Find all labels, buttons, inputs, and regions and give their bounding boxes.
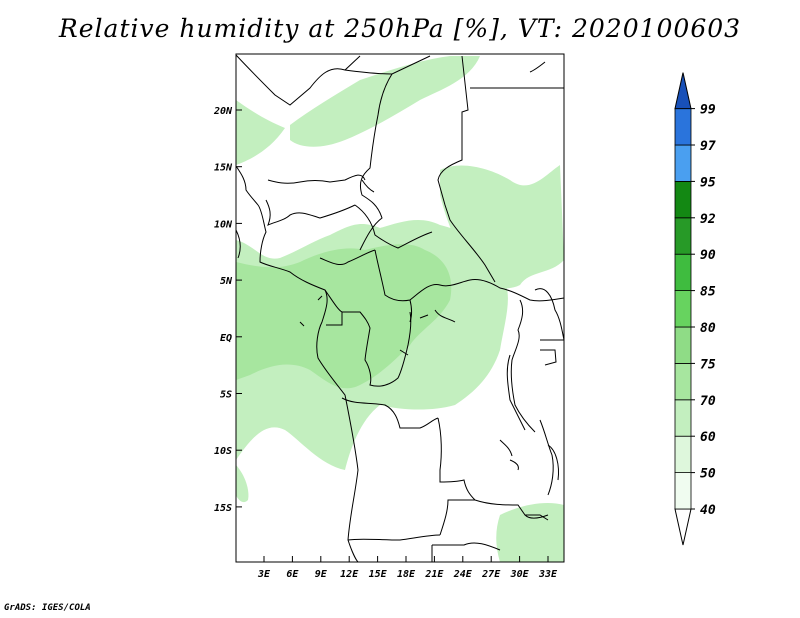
lat-tick-label: 10N: [214, 219, 233, 230]
country-borders: [236, 54, 564, 562]
map-frame: [235, 53, 565, 563]
colorbar-segment: [674, 435, 692, 474]
colorbar: 40 50 60 70 75 80 85 90 92 95 97 99: [674, 72, 716, 546]
colorbar-tick-label: 90: [700, 248, 716, 263]
lon-tick-label: 12E: [340, 569, 359, 580]
lon-tick-label: 30E: [510, 569, 530, 580]
lat-tick-label: 5S: [220, 390, 232, 401]
humidity-field: [236, 56, 564, 562]
lat-tick-label: 15N: [214, 163, 233, 174]
colorbar-tick-label: 50: [700, 467, 716, 482]
lon-tick-label: 21E: [424, 569, 444, 580]
latitude-axis: 20N 15N 10N 5N EQ 5S 10S 15S: [213, 106, 242, 514]
chart-title: Relative humidity at 250hPa [%], VT: 202…: [58, 14, 742, 43]
humidity-area-northwest: [236, 100, 285, 165]
lat-tick-label: 10S: [214, 446, 232, 457]
lon-tick-label: 3E: [257, 569, 271, 580]
lat-tick-label: 5N: [220, 276, 233, 287]
lon-tick-label: 27E: [481, 569, 501, 580]
colorbar-segment: [674, 290, 692, 328]
colorbar-segment: [674, 253, 692, 291]
lat-tick-label: 15S: [214, 503, 232, 514]
lon-tick-label: 33E: [538, 569, 558, 580]
lon-tick-label: 15E: [369, 569, 388, 580]
colorbar-tick-label: 95: [700, 175, 716, 190]
colorbar-lower-arrow: [674, 508, 692, 546]
colorbar-segment: [674, 180, 692, 219]
colorbar-tick-label: 97: [700, 139, 716, 154]
lon-tick-label: 9E: [315, 569, 328, 580]
colorbar-segment: [674, 217, 692, 255]
colorbar-segment: [674, 399, 692, 437]
colorbar-tick-label: 60: [700, 430, 716, 445]
humidity-area-north: [290, 56, 480, 147]
humidity-area-southeast: [496, 503, 564, 562]
longitude-axis: 3E 6E 9E 12E 15E 18E 21E 24E 27E 30E 33E: [257, 556, 558, 580]
colorbar-tick-label: 70: [700, 394, 716, 409]
colorbar-tick-label: 85: [700, 285, 716, 300]
colorbar-segment: [674, 362, 692, 401]
lon-tick-label: 6E: [286, 569, 299, 580]
humidity-area-east: [440, 165, 564, 289]
colorbar-tick-label: 40: [700, 503, 716, 518]
lon-tick-label: 24E: [453, 569, 473, 580]
humidity-area-west-inner: [236, 244, 452, 389]
colorbar-segment: [674, 326, 692, 364]
colorbar-segment: [674, 108, 692, 146]
colorbar-segment: [674, 472, 692, 510]
lon-tick-label: 18E: [397, 569, 416, 580]
credit-text: GrADS: IGES/COLA: [4, 603, 91, 613]
lat-tick-label: EQ: [220, 333, 232, 344]
colorbar-tick-label: 75: [700, 357, 716, 372]
humidity-area-southwest: [236, 465, 249, 503]
colorbar-tick-label: 80: [700, 321, 716, 336]
colorbar-upper-arrow: [674, 72, 692, 110]
colorbar-tick-label: 92: [700, 212, 716, 227]
lat-tick-label: 20N: [213, 106, 233, 117]
colorbar-tick-label: 99: [700, 103, 716, 118]
colorbar-segment: [674, 144, 692, 182]
